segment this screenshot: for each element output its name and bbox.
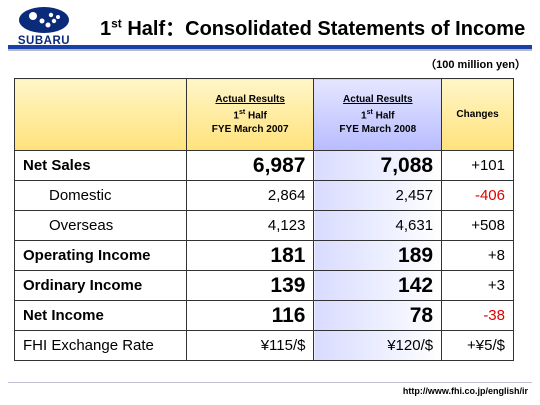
prev-value: 181 <box>185 240 315 271</box>
row-label: Domestic <box>14 180 187 211</box>
title-main: Half：Consolidated Statements of Income <box>121 18 526 40</box>
income-table: Actual Results 1st Half FYE March 2007 A… <box>14 78 514 361</box>
logo-text: SUBARU <box>17 35 71 47</box>
header-prev-line2-num: 1 <box>233 110 239 122</box>
table-row-exchange-rate: FHI Exchange Rate ¥115/$ ¥120/$ +¥5/$ <box>14 330 514 361</box>
change-value: +¥5/$ <box>441 330 514 361</box>
table-row-domestic: Domestic 2,864 2,457 -406 <box>14 180 514 211</box>
header-changes: Changes <box>441 78 514 151</box>
change-value: -406 <box>441 180 514 211</box>
change-value: +101 <box>441 150 514 181</box>
change-value: +3 <box>441 270 514 301</box>
header-prev-line2-rest: Half <box>245 110 267 122</box>
header-prev: Actual Results 1st Half FYE March 2007 <box>185 78 315 151</box>
curr-value: ¥120/$ <box>313 330 443 361</box>
title-underline-gray <box>8 49 532 51</box>
header-row: Actual Results 1st Half FYE March 2007 A… <box>14 78 514 151</box>
curr-value: 142 <box>313 270 443 301</box>
change-value: +8 <box>441 240 514 271</box>
title-prefix: 1 <box>100 18 112 40</box>
table-row-operating-income: Operating Income 181 189 +8 <box>14 240 514 271</box>
header-prev-line3: FYE March 2007 <box>211 123 289 135</box>
prev-value: ¥115/$ <box>185 330 315 361</box>
row-label: Ordinary Income <box>14 270 187 301</box>
header-curr-line1: Actual Results <box>343 94 413 106</box>
title-sup: st <box>111 16 122 31</box>
header-curr-line3: FYE March 2008 <box>339 123 417 135</box>
header-prev-line1: Actual Results <box>215 94 285 106</box>
header-prev-line2-sup: st <box>238 109 246 117</box>
pleiades-stars-logo-icon <box>19 7 69 33</box>
curr-value: 7,088 <box>313 150 443 181</box>
prev-value: 2,864 <box>185 180 315 211</box>
row-label: Net Sales <box>14 150 187 181</box>
footer-url: http://www.fhi.co.jp/english/ir <box>402 386 528 396</box>
unit-label: （100 million yen） <box>425 59 526 71</box>
table-row-ordinary-income: Ordinary Income 139 142 +3 <box>14 270 514 301</box>
title-underline-blue <box>8 45 532 49</box>
table-row-overseas: Overseas 4,123 4,631 +508 <box>14 210 514 241</box>
header-blank-cell <box>14 78 187 151</box>
change-value: +508 <box>441 210 514 241</box>
header-curr-line2-rest: Half <box>372 110 395 122</box>
curr-value: 189 <box>313 240 443 271</box>
prev-value: 116 <box>185 300 315 331</box>
curr-value: 4,631 <box>313 210 443 241</box>
header-curr: Actual Results 1st Half FYE March 2008 <box>313 78 443 151</box>
table-row-net-income: Net Income 116 78 -38 <box>14 300 514 331</box>
row-label: Overseas <box>14 210 187 241</box>
prev-value: 4,123 <box>185 210 315 241</box>
header-curr-line2-num: 1 <box>361 110 367 122</box>
footer-divider <box>8 382 532 383</box>
row-label: Net Income <box>14 300 187 331</box>
prev-value: 6,987 <box>185 150 315 181</box>
prev-value: 139 <box>185 270 315 301</box>
table-row-net-sales: Net Sales 6,987 7,088 +101 <box>14 150 514 181</box>
subaru-logo: SUBARU <box>8 6 80 48</box>
row-label: Operating Income <box>14 240 187 271</box>
header-curr-line2-sup: st <box>366 109 373 117</box>
change-value: -38 <box>441 300 514 331</box>
page-title: 1st Half：Consolidated Statements of Inco… <box>100 12 525 41</box>
row-label: FHI Exchange Rate <box>14 330 187 361</box>
curr-value: 2,457 <box>313 180 443 211</box>
curr-value: 78 <box>313 300 443 331</box>
